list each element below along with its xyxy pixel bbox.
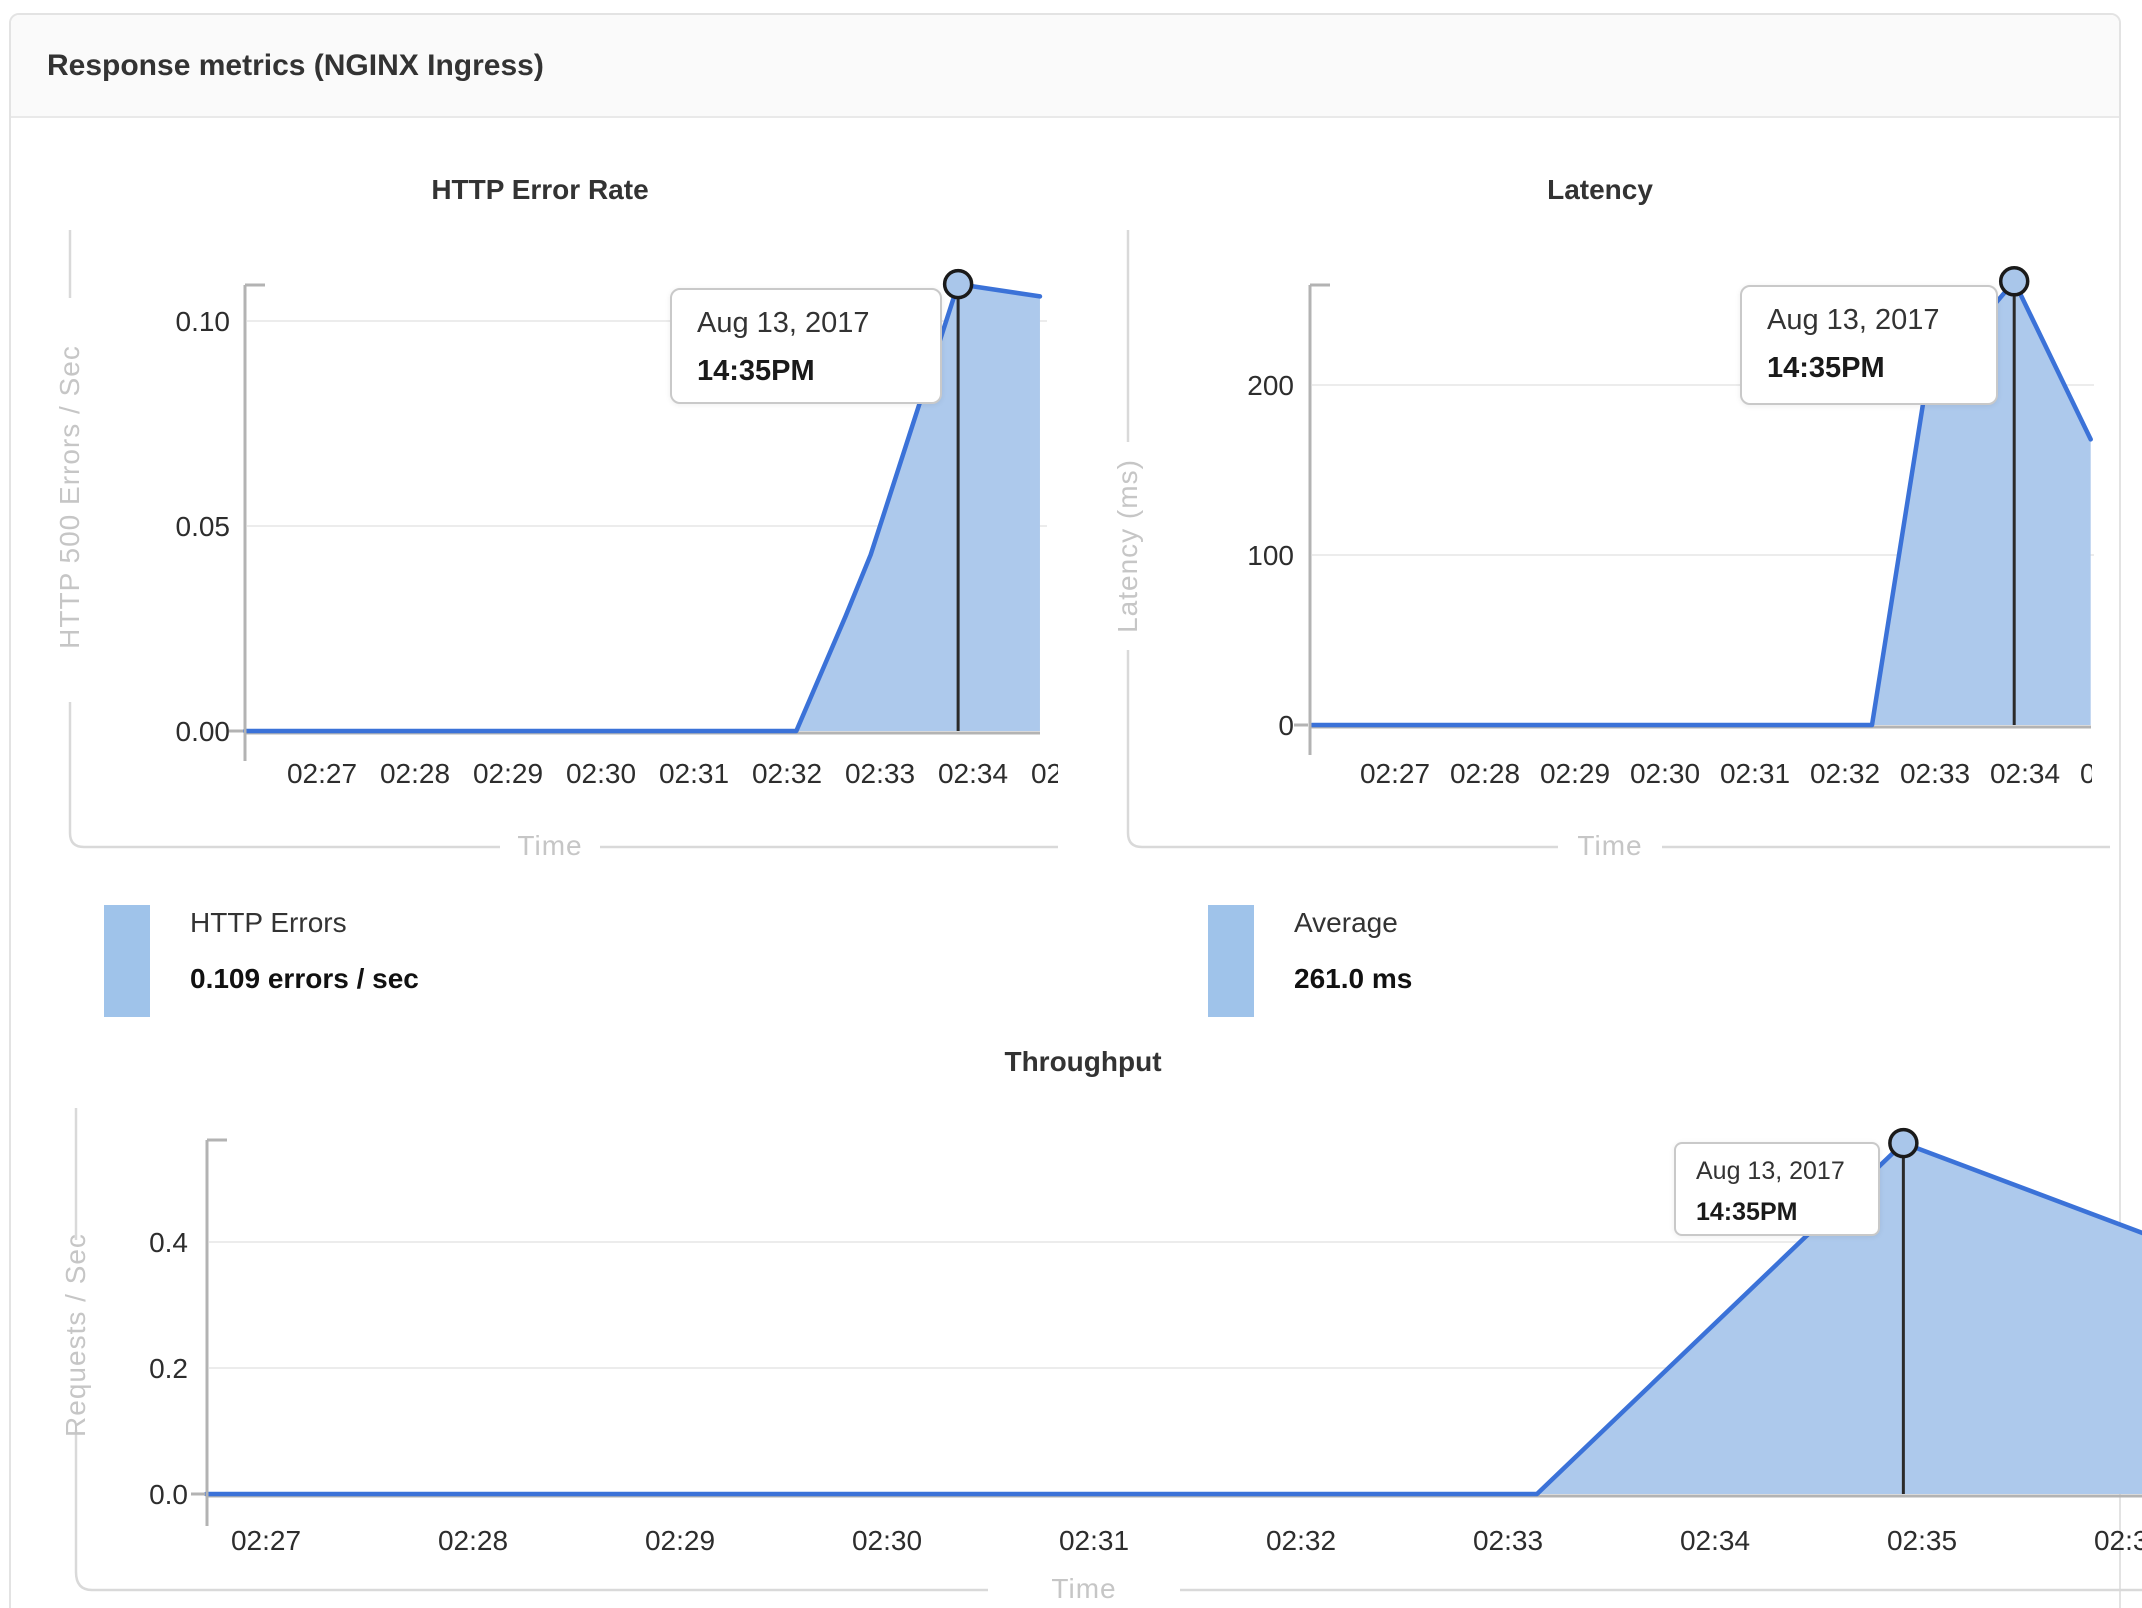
y-tick-label: 0.0 — [149, 1479, 188, 1510]
x-tick-label: 02:31 — [1720, 758, 1790, 789]
chart-title-throughput: Throughput — [1004, 1046, 1162, 1077]
y-tick-label: 0.00 — [176, 716, 231, 747]
x-tick-group: 02:27 02:28 02:29 02:30 02:31 02:32 02:33 02:34… — [1360, 758, 2125, 789]
tooltip-time: 14:35PM — [697, 355, 815, 387]
legend-label: Average — [1294, 907, 1398, 938]
x-tick-label: 02:33 — [1473, 1525, 1543, 1556]
chart-frame — [74, 1108, 2142, 1592]
tooltip-time: 14:35PM — [1696, 1198, 1798, 1226]
x-tick-label: 02:34 — [1680, 1525, 1750, 1556]
legend-average-latency: Average 261.0 ms — [1208, 905, 1412, 1017]
y-tick-label: 0.05 — [176, 511, 231, 542]
marker-point — [1998, 266, 2030, 297]
marker-point — [942, 268, 974, 300]
latency-plot[interactable]: 02:27 02:28 02:29 02:30 02:31 02:32 02:33 02:34… — [1058, 120, 2125, 882]
x-tick-label: 02:35 — [1887, 1525, 1957, 1556]
x-tick-label: 02:30 — [852, 1525, 922, 1556]
error-rate-plot[interactable]: 02:27 02:28 02:29 02:30 02:31 02:32 02:33 02:34… — [9, 120, 1058, 882]
panel-title: Response metrics (NGINX Ingress) — [47, 48, 544, 82]
x-tick-label: 02:29 — [473, 758, 543, 789]
y-tick-label: 0 — [1278, 710, 1294, 741]
tooltip-date: Aug 13, 2017 — [697, 307, 870, 339]
x-axis-title-latency: Time — [1577, 830, 1643, 861]
series-area — [244, 284, 1040, 731]
tooltip-date: Aug 13, 2017 — [1767, 304, 1940, 336]
x-tick-label: 02:32 — [1810, 758, 1880, 789]
y-axis-title-throughput: Requests / Sec — [60, 1233, 91, 1437]
x-tick-label: 02:31 — [1059, 1525, 1129, 1556]
x-tick-label: 02:35 — [2080, 758, 2125, 789]
x-axis-title-error-rate: Time — [517, 830, 583, 861]
series-area — [1312, 281, 2091, 725]
legend-swatch — [104, 905, 150, 1017]
chart-title-error-rate: HTTP Error Rate — [431, 174, 649, 205]
x-tick-label: 02:32 — [1266, 1525, 1336, 1556]
y-axis-title-latency: Latency (ms) — [1112, 459, 1143, 633]
x-tick-label: 02:34 — [938, 758, 1008, 789]
x-tick-label: 02:29 — [645, 1525, 715, 1556]
x-tick-label: 02:36 — [2094, 1525, 2142, 1556]
x-tick-label: 02:29 — [1540, 758, 1610, 789]
y-axis-title-error-rate: HTTP 500 Errors / Sec — [54, 345, 85, 649]
y-axis-line — [1294, 283, 1330, 755]
y-axis-line — [229, 283, 265, 761]
response-metrics-panel: Response metrics (NGINX Ingress) — [9, 13, 2121, 1608]
x-tick-label: 02:27 — [231, 1525, 301, 1556]
tooltip-error-rate: Aug 13, 2017 14:35PM — [670, 288, 942, 404]
y-tick-label: 100 — [1247, 540, 1294, 571]
y-tick-label: 0.2 — [149, 1353, 188, 1384]
x-tick-label: 02:35 — [1031, 758, 1058, 789]
panel-header: Response metrics (NGINX Ingress) — [11, 15, 2119, 118]
x-tick-label: 02:27 — [287, 758, 357, 789]
x-tick-label: 02:34 — [1990, 758, 2060, 789]
chart-title-latency: Latency — [1547, 174, 1653, 205]
legend-swatch — [1208, 905, 1254, 1017]
legend-http-errors: HTTP Errors 0.109 errors / sec — [104, 905, 419, 1017]
tooltip-latency: Aug 13, 2017 14:35PM — [1740, 285, 1998, 405]
y-axis-line — [191, 1138, 227, 1526]
y-tick-label: 0.4 — [149, 1227, 188, 1258]
x-tick-label: 02:30 — [1630, 758, 1700, 789]
x-tick-label: 02:33 — [1900, 758, 1970, 789]
marker-point — [1888, 1127, 1919, 1159]
y-tick-label: 0.10 — [176, 306, 231, 337]
throughput-plot[interactable]: 02:27 02:28 02:29 02:30 02:31 02:32 02:33 02:34… — [0, 1020, 2142, 1608]
series-line — [203, 1140, 2142, 1497]
x-tick-label: 02:30 — [566, 758, 636, 789]
tooltip-time: 14:35PM — [1767, 352, 1885, 384]
legend-value: 261.0 ms — [1294, 963, 1413, 994]
x-axis-title-throughput: Time — [1051, 1573, 1117, 1604]
x-tick-label: 02:33 — [845, 758, 915, 789]
x-tick-label: 02:28 — [438, 1525, 508, 1556]
tooltip-date: Aug 13, 2017 — [1696, 1157, 1845, 1185]
legend-label: HTTP Errors — [190, 907, 347, 938]
x-tick-label: 02:27 — [1360, 758, 1430, 789]
x-tick-label: 02:32 — [752, 758, 822, 789]
x-tick-label: 02:28 — [1450, 758, 1520, 789]
x-tick-label: 02:28 — [380, 758, 450, 789]
tooltip-throughput: Aug 13, 2017 14:35PM — [1674, 1142, 1880, 1236]
y-tick-label: 200 — [1247, 370, 1294, 401]
x-tick-label: 02:31 — [659, 758, 729, 789]
chart-frame — [1126, 230, 2110, 849]
chart-frame — [68, 230, 1058, 849]
series-area — [205, 1143, 2142, 1494]
legend-value: 0.109 errors / sec — [190, 963, 419, 994]
